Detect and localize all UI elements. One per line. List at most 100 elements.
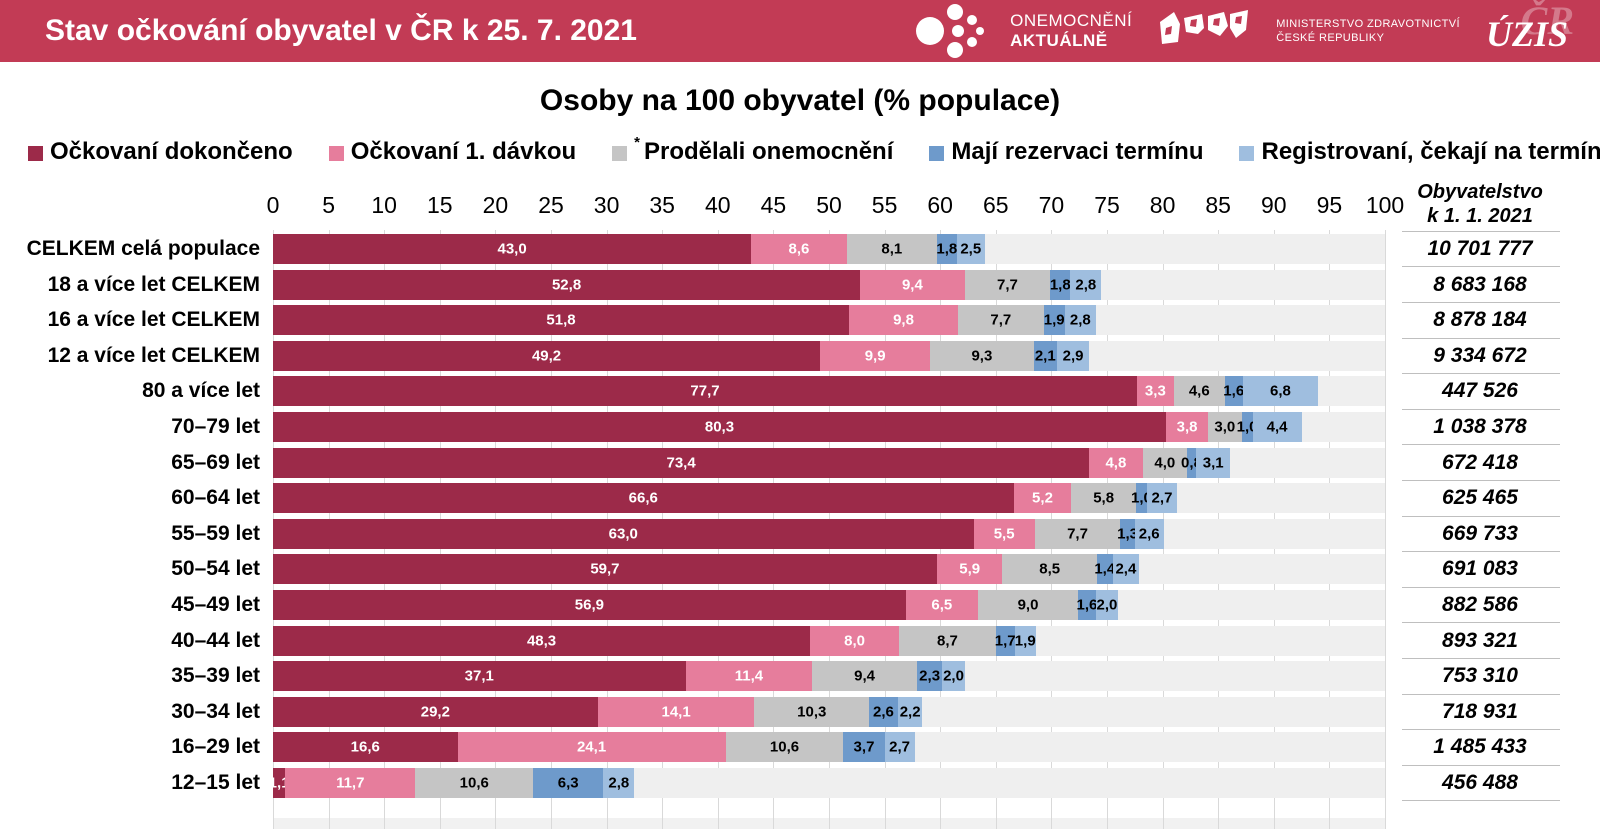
bar-segment: 5,9 [936,554,1003,585]
bar-segment: 1,0 [1237,412,1258,442]
bar-segment: 59,7 [273,554,937,585]
bar-segment-value: 66,6 [628,489,658,507]
population-value: 447 526 [1442,379,1518,403]
bar-segment: 14,1 [597,696,755,727]
category-label: 45–49 let [171,593,260,616]
bar-segment-value: 80,3 [704,418,735,436]
population-value: 718 931 [1442,699,1518,723]
bar-segment-value: 2,5 [960,240,982,258]
bar-remainder [1163,518,1385,549]
stacked-bar-row: 29,2 14,1 10,3 2,6 2,2 [273,696,1385,727]
bar-segment: 0,8 [1181,447,1202,478]
bar-segment: 2,8 [1064,305,1096,336]
bar-segment: 2,1 [1033,340,1057,371]
header-banner: Stav očkování obyvatel v ČR k 25. 7. 202… [0,0,1600,62]
population-divider [1402,586,1560,588]
chart-title: Osoby na 100 obyvatel (% populace) [539,84,1061,117]
legend-label: Prodělali onemocnění [643,138,894,165]
bar-segment: 1,6 [1223,376,1244,407]
bar-segment-value: 1,8 [1049,276,1071,294]
bar-segment: 9,9 [820,340,931,371]
bar-segment: 1,0 [1131,483,1152,514]
bar-remainder [1118,590,1385,620]
bar-segment: 2,7 [884,732,915,763]
stacked-bar-row: 37,1 11,4 9,4 2,3 2,0 [273,661,1385,692]
bar-segment: 11,4 [685,661,813,692]
population-value: 8 683 168 [1433,272,1527,296]
bar-segment: 56,9 [273,590,906,620]
ministry-lion-icon [1160,10,1249,44]
bar-segment-value: 77,7 [690,382,720,400]
bar-segment: 10,3 [754,696,870,727]
bar-segment-value: 5,8 [1093,489,1115,507]
bar-segment-value: 3,8 [1176,418,1198,436]
bar-segment-value: 10,6 [459,774,489,792]
stacked-bar-row: 56,9 6,5 9,0 1,6 2,0 [273,590,1385,620]
population-value: 10 701 777 [1427,237,1533,260]
x-axis-tick-label: 45 [760,192,787,218]
bar-segment: 2,5 [956,234,985,264]
stacked-bar-row: 1,1 11,7 10,6 6,3 2,8 [269,768,1385,798]
population-value: 672 418 [1442,450,1518,474]
bar-segment: 80,3 [273,412,1166,442]
population-value: 1 485 433 [1433,735,1527,759]
bar-segment: 1,3 [1117,518,1138,549]
bar-segment: 7,7 [964,269,1051,300]
page-title: Stav očkování obyvatel v ČR k 25. 7. 202… [45,14,637,47]
bar-segment: 66,6 [273,483,1014,514]
bar-remainder [922,696,1385,727]
legend-swatch-icon [328,146,344,161]
legend-item: Očkovaní dokončeno [28,138,293,166]
x-axis-tick-label: 10 [371,192,397,218]
bar-segment: 2,9 [1056,340,1090,371]
bar-segment: 73,4 [273,447,1090,478]
population-value: 1 038 378 [1433,415,1527,438]
bar-segment-value: 5,5 [993,525,1015,543]
bar-segment: 6,3 [533,768,604,798]
population-value: 669 733 [1442,521,1518,545]
bar-segment-value: 2,1 [1034,347,1056,365]
stacked-bar-row: 52,8 9,4 7,7 1,8 2,8 [273,269,1385,300]
bar-segment-value: 49,2 [531,347,562,365]
population-divider [1402,551,1560,553]
bar-segment: 3,1 [1195,447,1231,478]
bar-segment: 3,7 [843,732,885,763]
bar-segment: 2,0 [1095,590,1119,620]
gridline [1385,230,1386,829]
bar-segment-value: 6,3 [557,774,579,792]
bar-segment-value: 9,4 [854,667,875,685]
x-axis-tick-label: 80 [1149,192,1176,218]
x-axis-tick-label: 100 [1365,192,1405,218]
bar-segment: 2,3 [916,661,943,692]
x-axis-tick-label: 50 [816,192,842,218]
stacked-bar-row: 77,7 3,3 4,6 1,6 6,8 [273,376,1385,407]
population-divider [1402,302,1560,303]
population-divider [1402,480,1560,481]
bar-segment: 2,0 [942,661,965,692]
bar-segment-value: 11,7 [336,774,365,792]
bar-segment: 1,9 [1014,625,1036,656]
x-axis-tick-label: 30 [593,192,620,218]
population-divider [1402,693,1560,695]
x-axis-tick-label: 85 [1205,192,1231,218]
bar-segment-value: 2,8 [1069,311,1091,329]
bar-segment-value: 63,0 [608,525,638,543]
bar-remainder [1101,269,1385,300]
bar-segment-value: 2,7 [1151,489,1173,507]
bar-segment-value: 1,9 [1014,632,1036,650]
stacked-bar-row: 80,3 3,8 3,0 1,0 4,4 [273,412,1385,442]
bar-segment-value: 24,1 [576,738,607,756]
bar-segment: 9,0 [977,590,1079,620]
bar-segment-value: 2,9 [1062,347,1084,365]
bar-segment-value: 2,6 [873,703,894,721]
bar-segment: 49,2 [273,340,821,371]
bar-segment-value: 3,1 [1202,454,1224,472]
category-label: CELKEM celá populace [26,237,260,260]
population-divider [1402,515,1560,517]
bar-segment-value: 1,0 [1130,489,1152,507]
bar-segment-value: 4,0 [1154,454,1176,472]
bar-segment: 8,0 [810,625,900,656]
bar-segment: 2,6 [1134,518,1164,549]
legend-item: Očkovaní 1. dávkou [328,138,576,166]
bar-segment-value: 14,1 [661,703,691,721]
